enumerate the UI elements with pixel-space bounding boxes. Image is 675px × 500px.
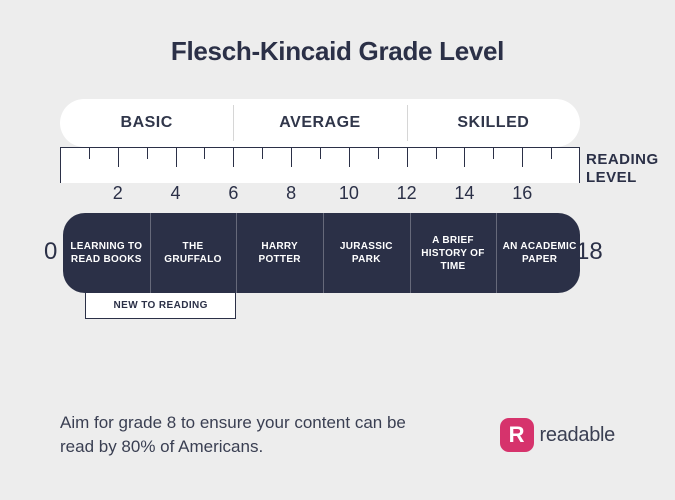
ruler: 2 4 6 8 10 12 14 16 <box>60 147 580 207</box>
example-separator <box>150 213 151 293</box>
tick-minor <box>551 147 552 159</box>
example-cell: THE GRUFFALO <box>150 213 237 293</box>
tick-label: 4 <box>171 183 181 204</box>
example-separator <box>236 213 237 293</box>
tick-label: 14 <box>454 183 474 204</box>
scale-area: BASIC AVERAGE SKILLED 2 4 6 8 10 12 14 16 LEARNIN… <box>60 99 580 293</box>
category-separator <box>407 105 408 141</box>
tick-label: 8 <box>286 183 296 204</box>
tick-minor <box>262 147 263 159</box>
example-separator <box>410 213 411 293</box>
category-separator <box>233 105 234 141</box>
example-cell: LEARNING TO READ BOOKS <box>63 213 150 293</box>
footer: Aim for grade 8 to ensure your content c… <box>60 411 615 460</box>
category-label: BASIC <box>121 114 173 132</box>
brand-logo: R readable <box>500 418 615 452</box>
tick-minor <box>89 147 90 159</box>
example-cell: JURASSIC PARK <box>323 213 410 293</box>
tick-label: 12 <box>397 183 417 204</box>
brand-name: readable <box>540 424 615 447</box>
chart-container: READINGLEVEL BASIC AVERAGE SKILLED 2 4 6 8 10 1… <box>0 99 675 293</box>
examples-band: LEARNING TO READ BOOKSTHE GRUFFALOHARRY … <box>63 213 580 293</box>
category-label: SKILLED <box>457 114 529 132</box>
tick-minor <box>147 147 148 159</box>
axis-start-label: 0 <box>44 238 57 266</box>
tick-label: 6 <box>228 183 238 204</box>
category-band: BASIC AVERAGE SKILLED <box>60 99 580 147</box>
sub-range-label: NEW TO READING <box>85 293 236 319</box>
tick-major <box>233 147 234 167</box>
tick-major <box>176 147 177 167</box>
example-cell: AN ACADEMIC PAPER <box>496 213 583 293</box>
tick-major <box>407 147 408 167</box>
tick-minor <box>493 147 494 159</box>
example-cell: A BRIEF HISTORY OF TIME <box>410 213 497 293</box>
footer-text: Aim for grade 8 to ensure your content c… <box>60 411 420 460</box>
tick-minor <box>436 147 437 159</box>
example-cell: HARRY POTTER <box>236 213 323 293</box>
tick-major <box>118 147 119 167</box>
tick-major <box>291 147 292 167</box>
tick-label: 16 <box>512 183 532 204</box>
tick-major <box>349 147 350 167</box>
example-separator <box>323 213 324 293</box>
tick-label: 2 <box>113 183 123 204</box>
tick-minor <box>320 147 321 159</box>
tick-label: 10 <box>339 183 359 204</box>
example-separator <box>496 213 497 293</box>
tick-major <box>464 147 465 167</box>
axis-title: READINGLEVEL <box>586 151 659 187</box>
tick-minor <box>378 147 379 159</box>
axis-end-label: 18 <box>576 238 603 266</box>
brand-badge-icon: R <box>500 418 534 452</box>
tick-major <box>522 147 523 167</box>
tick-minor <box>204 147 205 159</box>
category-label: AVERAGE <box>279 114 360 132</box>
chart-title: Flesch-Kincaid Grade Level <box>0 0 675 67</box>
